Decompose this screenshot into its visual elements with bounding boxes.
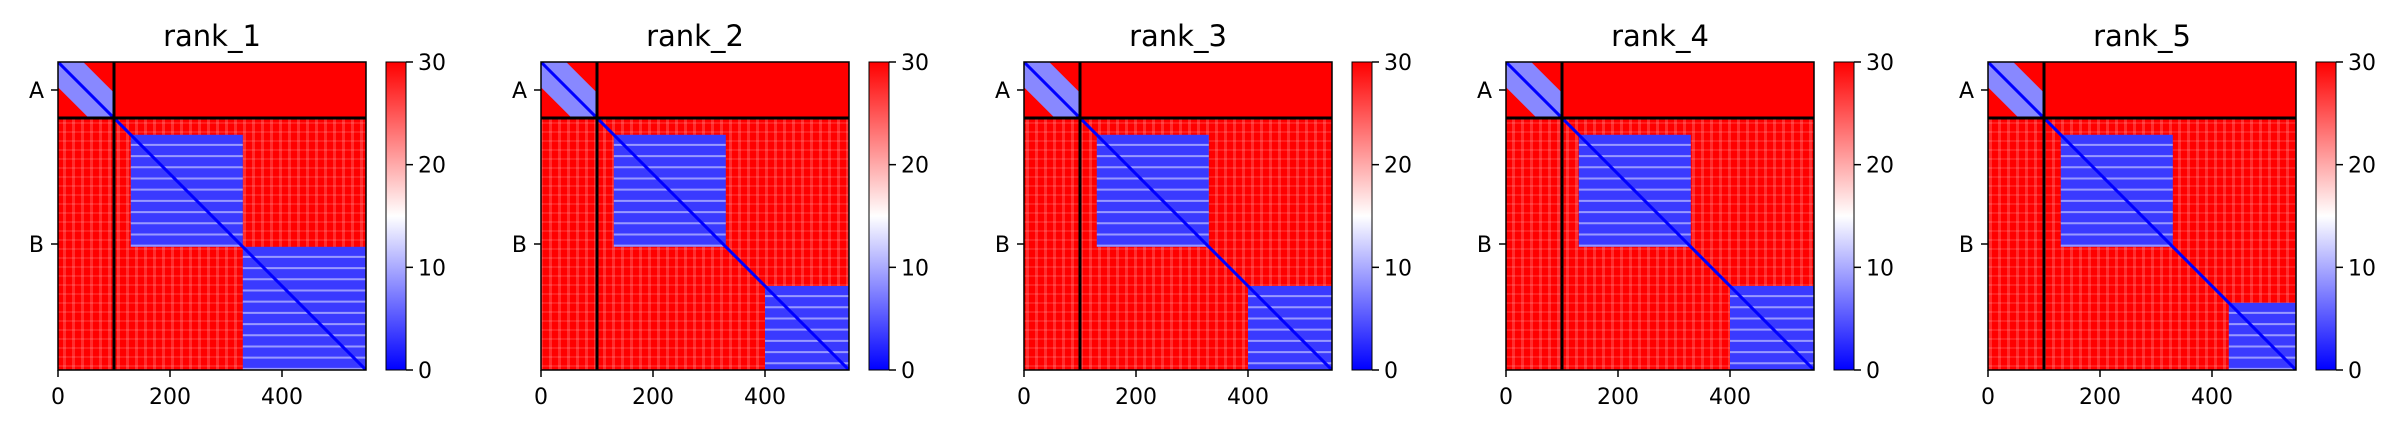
pae-panel-4: rank_4 0 200 400 A B 0 10 20 30 — [1477, 19, 1894, 410]
colorbar — [385, 61, 407, 371]
colorbar-tick-label: 0 — [2348, 359, 2362, 384]
x-tick-label: 200 — [149, 385, 191, 410]
colorbar-tick-label: 30 — [1866, 51, 1894, 76]
colorbar-tick-label: 0 — [901, 359, 915, 384]
x-tick-label: 0 — [534, 385, 548, 410]
heatmap-diagonal — [1506, 62, 1814, 370]
chart-title: rank_3 — [1129, 19, 1227, 53]
y-tick-label: B — [995, 233, 1010, 258]
colorbar-tick-label: 20 — [1384, 154, 1412, 179]
colorbar-tick-label: 10 — [2348, 256, 2376, 281]
x-tick-label: 200 — [1115, 385, 1157, 410]
heatmap-frame — [1505, 61, 1815, 371]
colorbar-tick-label: 30 — [901, 51, 929, 76]
pae-panel-3: rank_3 0 200 400 A B 0 10 20 30 — [995, 19, 1412, 410]
y-tick-label: B — [1959, 233, 1974, 258]
x-tick-label: 200 — [632, 385, 674, 410]
pae-panel-2: rank_2 0 200 400 A B 0 10 20 30 — [512, 19, 929, 410]
y-tick-label: B — [512, 233, 527, 258]
x-tick-label: 0 — [51, 385, 65, 410]
colorbar-tick-label: 20 — [418, 154, 446, 179]
colorbar-tick-label: 10 — [901, 256, 929, 281]
x-tick-label: 400 — [2191, 385, 2233, 410]
colorbar — [868, 61, 890, 371]
colorbar-tick-label: 30 — [2348, 51, 2376, 76]
colorbar-tick-label: 30 — [1384, 51, 1412, 76]
pae-panel-5: rank_5 0 200 400 A B 0 10 20 30 — [1959, 19, 2376, 410]
x-tick-label: 400 — [1709, 385, 1751, 410]
heatmap-diagonal — [1988, 62, 2296, 370]
colorbar-tick-label: 20 — [2348, 154, 2376, 179]
y-tick-label: B — [29, 233, 44, 258]
x-tick-label: 400 — [744, 385, 786, 410]
y-tick-label: A — [29, 79, 44, 104]
colorbar-tick-label: 20 — [901, 154, 929, 179]
heatmap — [1024, 62, 1332, 370]
chart-title: rank_2 — [646, 19, 744, 53]
colorbar-tick-label: 0 — [418, 359, 432, 384]
heatmap-frame — [1987, 61, 2297, 371]
y-tick-label: A — [1477, 79, 1492, 104]
colorbar-tick-label: 10 — [418, 256, 446, 281]
y-tick-label: A — [995, 79, 1010, 104]
colorbar-tick-label: 20 — [1866, 154, 1894, 179]
y-tick-label: A — [1959, 79, 1974, 104]
chart-title: rank_5 — [2093, 19, 2191, 53]
y-tick-label: B — [1477, 233, 1492, 258]
heatmap-diagonal — [1024, 62, 1332, 370]
heatmap-diagonal — [541, 62, 849, 370]
x-tick-label: 0 — [1017, 385, 1031, 410]
chart-title: rank_4 — [1611, 19, 1709, 53]
chart-title: rank_1 — [163, 19, 261, 53]
heatmap-frame — [1023, 61, 1333, 371]
x-tick-label: 0 — [1499, 385, 1513, 410]
colorbar-tick-label: 0 — [1866, 359, 1880, 384]
colorbar-tick-label: 30 — [418, 51, 446, 76]
heatmap — [1988, 62, 2296, 370]
x-tick-label: 200 — [2079, 385, 2121, 410]
x-tick-label: 200 — [1597, 385, 1639, 410]
heatmap — [58, 62, 366, 370]
x-tick-label: 400 — [261, 385, 303, 410]
colorbar — [1351, 61, 1373, 371]
heatmap — [1506, 62, 1814, 370]
colorbar-tick-label: 10 — [1384, 256, 1412, 281]
colorbar — [2315, 61, 2337, 371]
heatmap-diagonal — [58, 62, 366, 370]
pae-panel-1: rank_1 0 200 400 A B 0 10 20 30 — [29, 19, 446, 410]
x-tick-label: 400 — [1227, 385, 1269, 410]
heatmap-frame — [540, 61, 850, 371]
colorbar-tick-label: 10 — [1866, 256, 1894, 281]
y-tick-label: A — [512, 79, 527, 104]
heatmap — [541, 62, 849, 370]
heatmap-frame — [57, 61, 367, 371]
colorbar — [1833, 61, 1855, 371]
x-tick-label: 0 — [1981, 385, 1995, 410]
colorbar-tick-label: 0 — [1384, 359, 1398, 384]
